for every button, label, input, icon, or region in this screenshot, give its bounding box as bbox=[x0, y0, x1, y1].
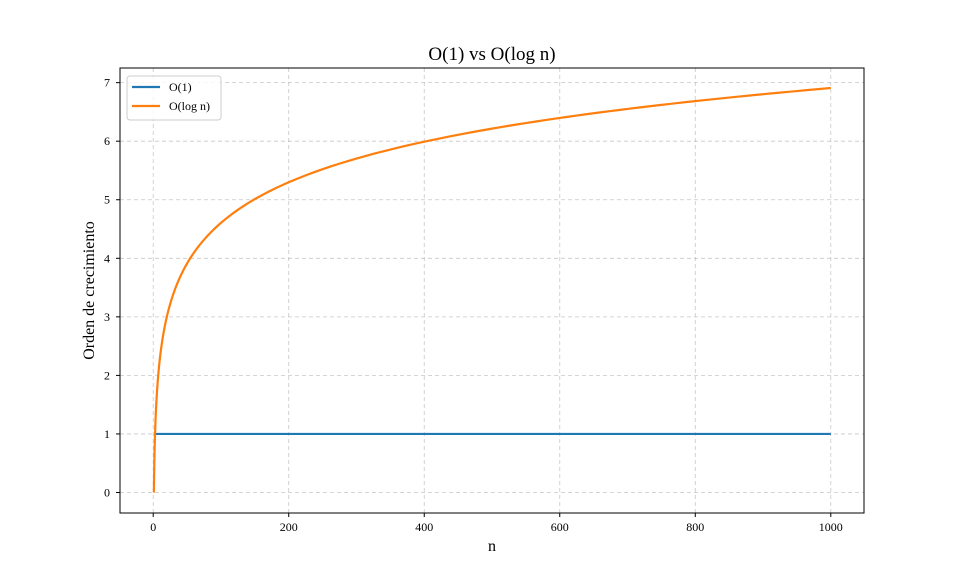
chart-title: O(1) vs O(log n) bbox=[428, 44, 555, 65]
y-tick-label: 1 bbox=[104, 427, 110, 441]
x-tick-label: 0 bbox=[150, 520, 156, 534]
legend-label: O(1) bbox=[169, 80, 192, 94]
series-line-ologn bbox=[152, 86, 831, 493]
y-tick-label: 3 bbox=[104, 310, 110, 324]
x-tick-label: 400 bbox=[415, 520, 433, 534]
plot-frame bbox=[119, 67, 865, 514]
y-tick-label: 2 bbox=[104, 368, 110, 382]
x-axis-title: n bbox=[488, 538, 496, 555]
x-tick-label: 200 bbox=[280, 520, 298, 534]
y-tick-label: 7 bbox=[104, 76, 110, 90]
y-tick-label: 0 bbox=[104, 486, 110, 500]
ticks: 0 200 400 600 800 1000 0 1 2 3 4 5 6 7 bbox=[104, 76, 843, 534]
y-tick-label: 6 bbox=[104, 134, 110, 148]
x-tick-label: 800 bbox=[686, 520, 704, 534]
series-layer bbox=[152, 86, 831, 493]
y-tick-label: 4 bbox=[104, 251, 110, 265]
x-tick-label: 1000 bbox=[819, 520, 843, 534]
x-tick-label: 600 bbox=[551, 520, 569, 534]
y-tick-label: 5 bbox=[104, 193, 110, 207]
y-axis-title: Orden de crecimiento bbox=[81, 221, 98, 360]
legend: O(1) O(log n) bbox=[126, 75, 222, 121]
legend-label: O(log n) bbox=[169, 99, 210, 113]
